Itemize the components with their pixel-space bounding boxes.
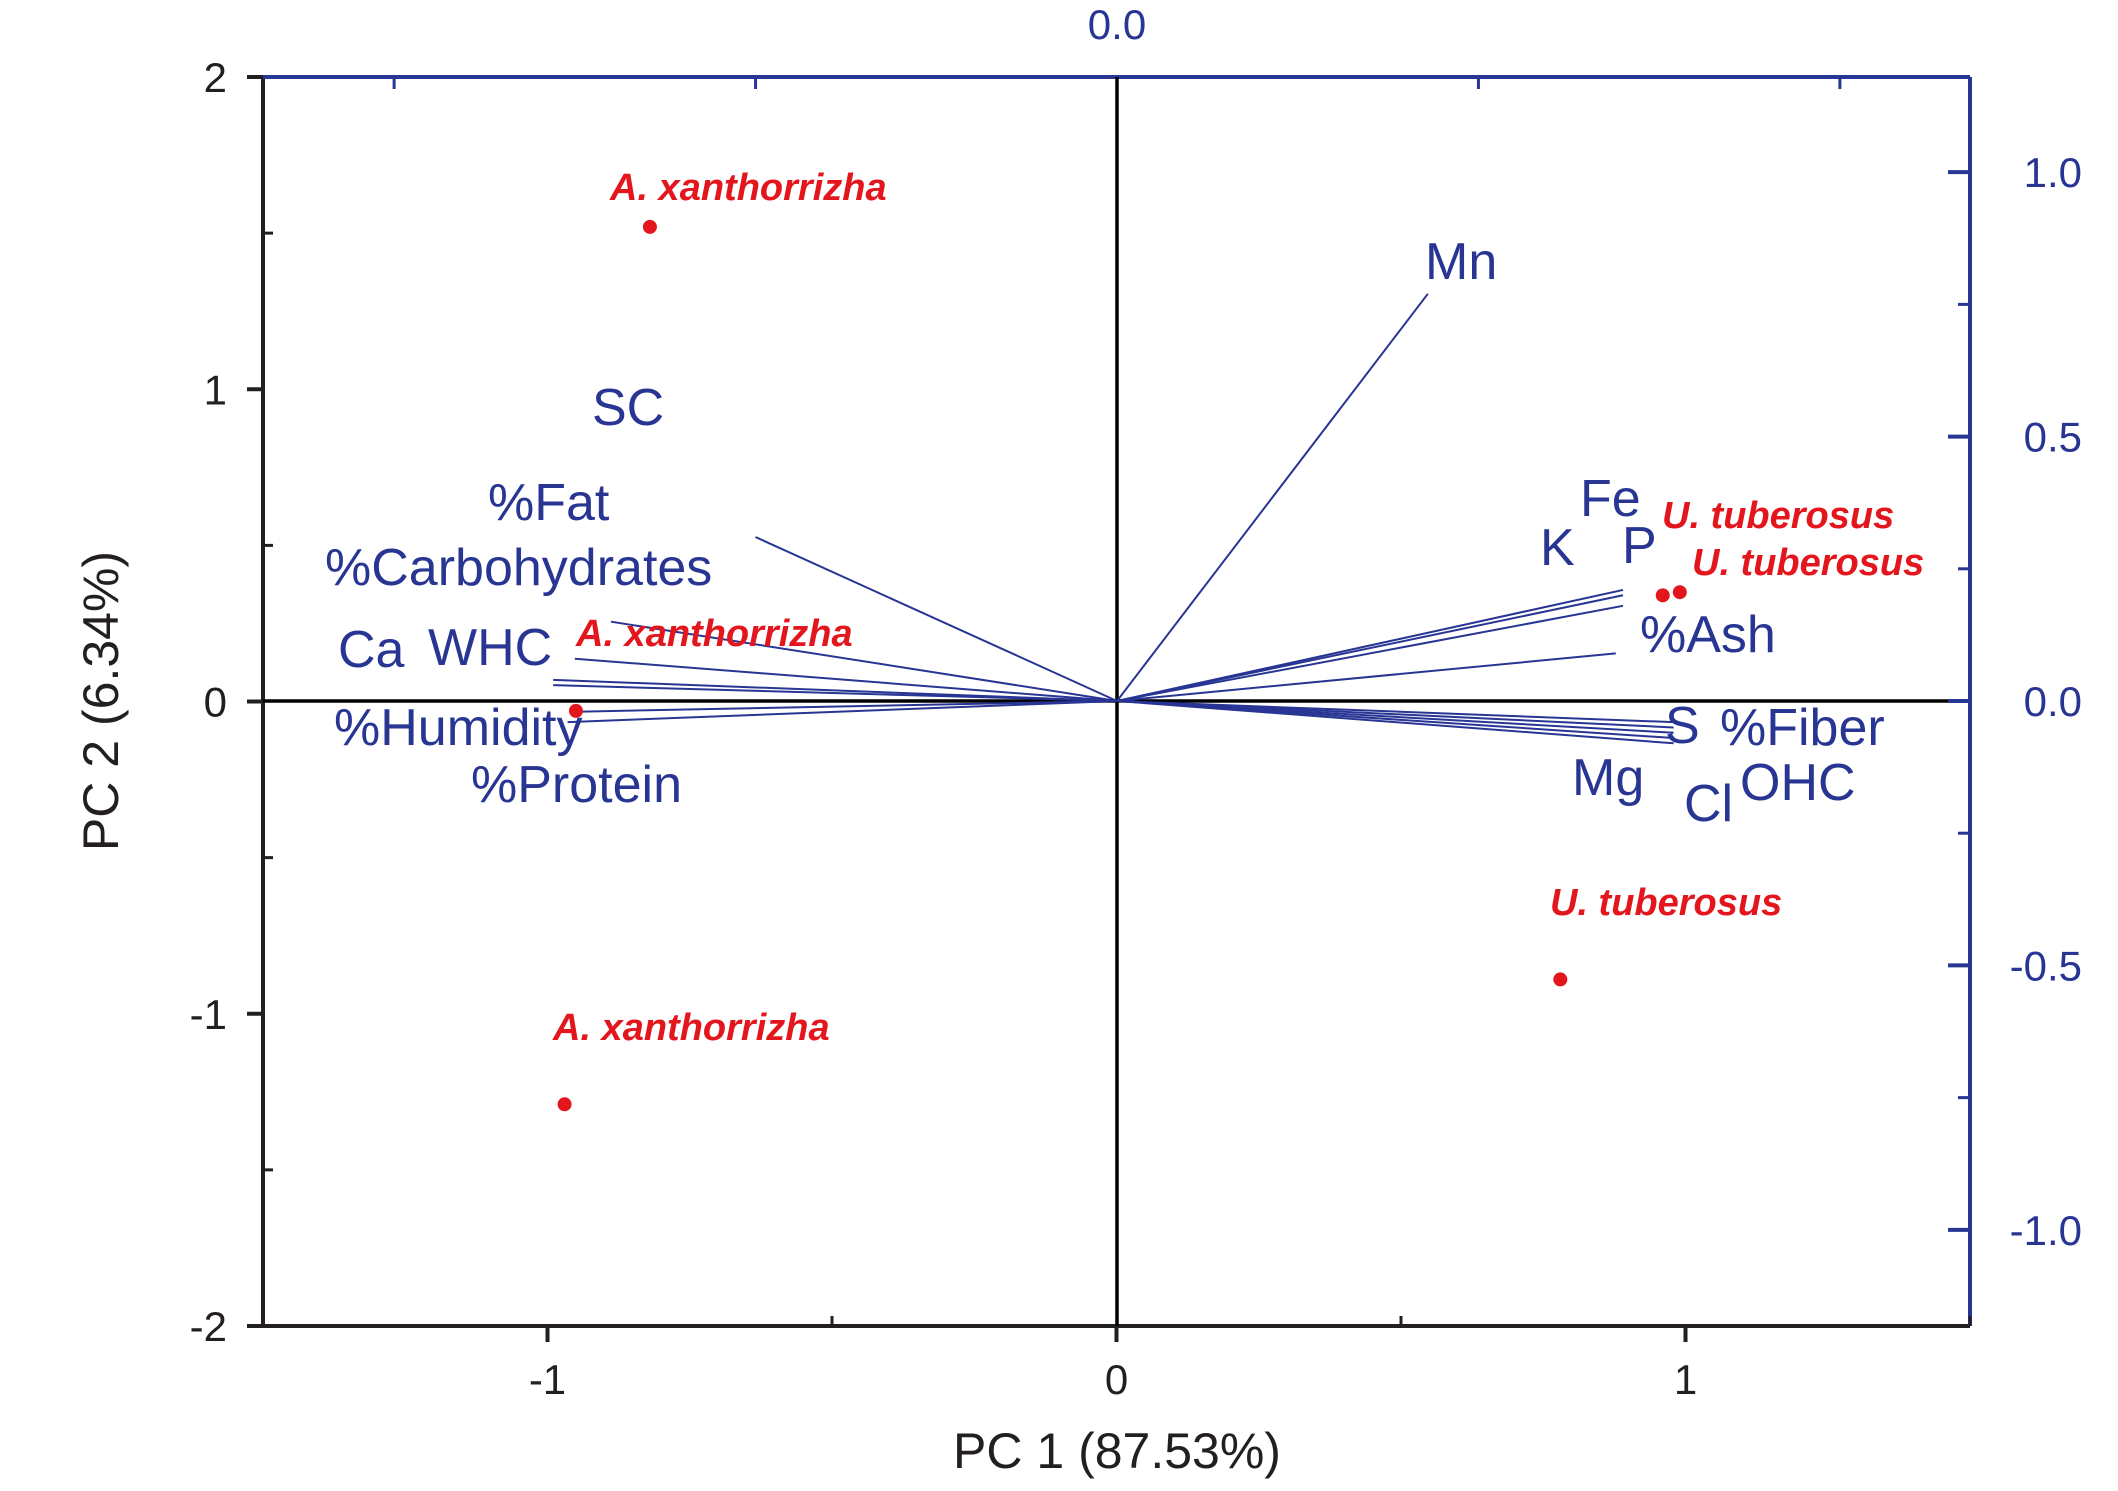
- loading-vector: [1116, 700, 1674, 745]
- loading-vector: [567, 700, 1118, 724]
- sample-label: A. xanthorrizha: [552, 1007, 830, 1049]
- top-axis-ticks: 0.0: [392, 1, 1842, 89]
- right-tick-label: 0.0: [2024, 678, 2082, 725]
- right-tick-label: -0.5: [2010, 942, 2082, 989]
- sample-point: [1553, 972, 1568, 987]
- loading-vector: [1116, 604, 1624, 702]
- loading-vector: [574, 657, 1118, 702]
- sample-points: [557, 219, 1687, 1112]
- bottom-axis-ticks: -1 0 1: [261, 1316, 1972, 1403]
- loading-vector: [553, 684, 1118, 702]
- loading-label: %Ash: [1640, 606, 1776, 664]
- loading-label: Cl: [1684, 775, 1733, 833]
- left-tick-label: 2: [204, 54, 227, 101]
- sample-point: [557, 1097, 572, 1112]
- right-tick-label: 1.0: [2024, 149, 2082, 196]
- loading-label: %Humidity: [334, 699, 583, 757]
- top-tick-label: 0.0: [1088, 1, 1146, 48]
- loading-vector: [582, 700, 1118, 713]
- right-axis-ticks: -1.0 -0.5 0.0 0.5 1.0: [1948, 149, 2082, 1254]
- loading-label: Mn: [1425, 233, 1497, 291]
- left-axis-ticks: -2 -1 0 1 2: [190, 54, 273, 1350]
- sample-label: U. tuberosus: [1692, 542, 1924, 584]
- x-axis-title: PC 1 (87.53%): [953, 1423, 1281, 1479]
- loading-vectors: [553, 293, 1674, 745]
- loading-label: K: [1540, 519, 1575, 577]
- sample-label: U. tuberosus: [1662, 495, 1894, 537]
- sample-labels: A. xanthorrizha A. xanthorrizha A. xanthor…: [552, 167, 1924, 1049]
- loading-label: %Fiber: [1720, 699, 1885, 757]
- loading-label: %Fat: [488, 474, 610, 532]
- left-tick-label: 0: [204, 679, 227, 726]
- left-tick-label: -1: [190, 991, 227, 1038]
- loading-label: Ca: [338, 621, 405, 679]
- loading-vector: [1116, 293, 1429, 702]
- loading-label: %Protein: [471, 756, 682, 814]
- right-tick-label: 0.5: [2024, 414, 2082, 461]
- sample-point: [1672, 585, 1687, 600]
- bottom-tick-label: -1: [529, 1356, 566, 1403]
- y-axis-title: PC 2 (6.34%): [73, 551, 129, 851]
- loading-label: Mg: [1572, 749, 1644, 807]
- sample-point: [568, 703, 583, 718]
- sample-point: [642, 219, 657, 234]
- bottom-tick-label: 0: [1105, 1356, 1128, 1403]
- loading-label: P: [1622, 517, 1657, 575]
- loading-vector: [610, 620, 1118, 702]
- loading-labels: SC %Fat %Carbohydrates Ca WHC %Humidity%Prote…: [325, 233, 1885, 833]
- left-tick-label: -2: [190, 1303, 227, 1350]
- loading-vector: [1116, 652, 1616, 702]
- sample-label: U. tuberosus: [1550, 882, 1782, 924]
- bottom-tick-label: 1: [1674, 1356, 1697, 1403]
- loading-label: OHC: [1740, 754, 1856, 812]
- sample-label: A. xanthorrizha: [609, 167, 887, 209]
- right-tick-label: -1.0: [2010, 1207, 2082, 1254]
- loading-vector: [755, 536, 1118, 702]
- loading-label: WHC: [428, 619, 552, 677]
- sample-point: [1655, 588, 1670, 603]
- loading-label: %Carbohydrates: [325, 539, 712, 597]
- loading-label: Fe: [1580, 470, 1641, 528]
- sample-label: A. xanthorrizha: [575, 613, 853, 655]
- loading-vector: [1116, 594, 1624, 702]
- loading-label: S: [1665, 697, 1700, 755]
- loading-label: SC: [592, 379, 664, 437]
- left-tick-label: 1: [204, 366, 227, 413]
